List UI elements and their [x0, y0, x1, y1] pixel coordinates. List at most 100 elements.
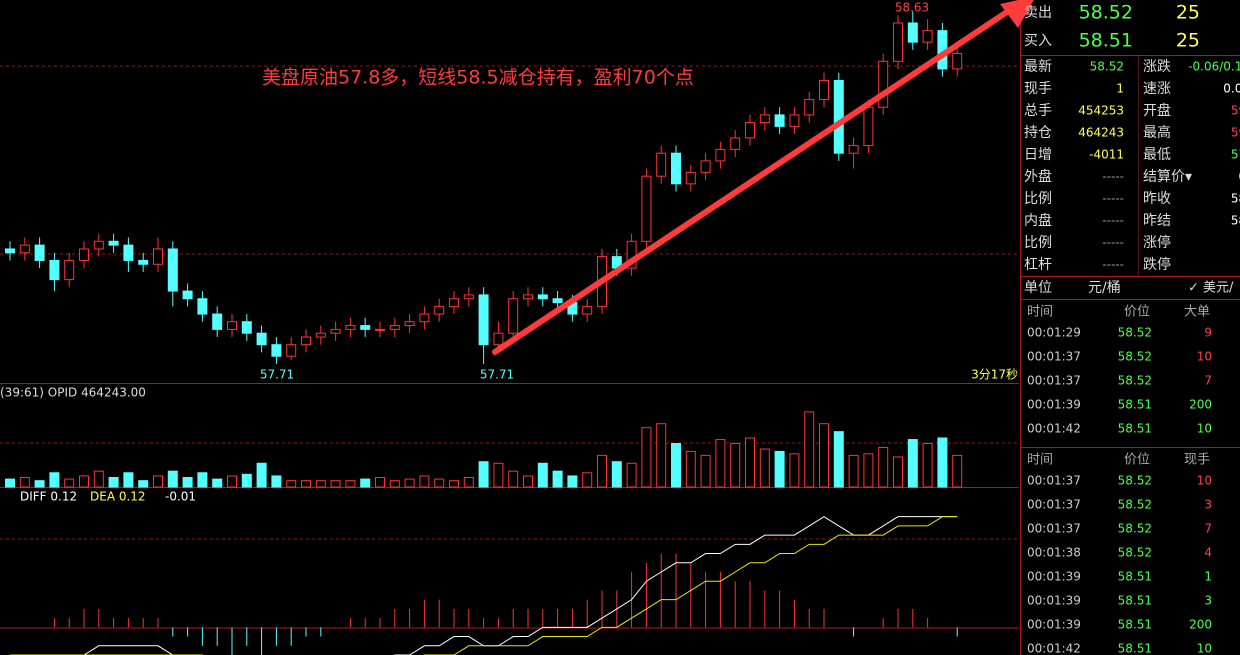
trade-size: 7 [1204, 374, 1212, 388]
volume-bar [478, 461, 489, 488]
row-label: 比例 [1024, 191, 1052, 207]
volume-bar [330, 480, 341, 488]
candle-body [182, 290, 193, 300]
table-header: 价位 [1124, 453, 1150, 468]
candle-body [952, 53, 963, 70]
volume-bar [937, 437, 948, 488]
trade-time: 00:01:37 [1027, 498, 1081, 512]
volume-bar [241, 473, 252, 488]
row-label: 涨停 [1143, 234, 1171, 251]
trade-time: 00:01:39 [1027, 594, 1081, 608]
volume-bar [108, 477, 119, 488]
volume-panel [5, 411, 963, 488]
row-value: ----- [1102, 170, 1124, 184]
quote-label: 买入 [1024, 33, 1052, 49]
row-value: 58. [1231, 192, 1240, 206]
volume-bar [271, 475, 282, 488]
volume-bar [671, 443, 681, 488]
candle-body [907, 22, 918, 43]
volume-bar [389, 480, 400, 488]
row-value: 0.00 [1223, 82, 1240, 96]
volume-bar [819, 423, 829, 488]
candle-body [19, 244, 30, 254]
candle-body [419, 313, 430, 323]
volume-bar [434, 478, 445, 488]
volume-bar [493, 462, 504, 488]
trade-size: 200 [1189, 398, 1212, 412]
annotation: 美盘原油57.8多，短线58.5减仓持有，盈利70个点 [262, 67, 694, 89]
table-header: 时间 [1027, 453, 1053, 468]
candle-body [241, 321, 252, 334]
quote-size: 25 [1176, 30, 1200, 52]
volume-bar [153, 475, 163, 488]
diff-label: DIFF 0.12 [20, 490, 77, 504]
volume-bar [611, 461, 622, 488]
row-label: 最高 [1143, 124, 1171, 141]
candle-body [345, 325, 356, 330]
candle-body [730, 137, 741, 150]
trade-time: 00:01:37 [1027, 474, 1081, 488]
trade-price: 58.51 [1118, 594, 1152, 608]
volume-bar [626, 462, 637, 488]
candle-body [330, 328, 341, 334]
candle-body [537, 294, 548, 300]
trade-size: 3 [1204, 594, 1212, 608]
candle-body [49, 259, 60, 281]
row-value: 58. [1231, 214, 1240, 228]
trade-price: 58.51 [1118, 398, 1152, 412]
volume-bar [463, 477, 474, 488]
volume-bar [301, 480, 311, 488]
trade-price: 58.51 [1118, 422, 1152, 436]
volume-bar [64, 478, 75, 488]
diff-line [10, 516, 958, 655]
arrow-head [1000, 0, 1034, 28]
candle-body [656, 152, 667, 177]
row-label: 内盘 [1024, 212, 1052, 229]
trade-time: 00:01:29 [1027, 326, 1081, 340]
table-header: 价位 [1124, 305, 1150, 320]
row-label: 结算价▾ [1143, 169, 1192, 185]
row-value: 59. [1231, 104, 1240, 118]
trade-size: 10 [1197, 642, 1212, 655]
row-label: 现手 [1024, 81, 1052, 97]
volume-bar [19, 477, 30, 488]
candle-body [804, 99, 815, 116]
candle-body [153, 248, 163, 265]
trade-price: 58.52 [1118, 326, 1152, 340]
volume-bar [552, 470, 563, 488]
volume-bar [745, 437, 755, 488]
volume-bar [375, 477, 385, 488]
volume-bar [893, 456, 903, 488]
row-value: ----- [1102, 236, 1124, 250]
volume-bar [360, 478, 371, 488]
volume-bar [922, 443, 933, 488]
macd-label: -0.01 [165, 490, 196, 504]
row-value: ----- [1102, 192, 1124, 206]
trade-price: 58.51 [1118, 570, 1152, 584]
candle-body [671, 152, 681, 185]
trade-price: 58.52 [1118, 546, 1152, 560]
candle-body [789, 114, 800, 127]
candle-body [552, 298, 563, 304]
row-value: ----- [1102, 214, 1124, 228]
volume-bar [774, 450, 785, 488]
candle-body [523, 294, 533, 300]
row-label: 总手 [1024, 103, 1052, 119]
volume-bar [730, 443, 741, 488]
row-value: 454253 [1078, 104, 1124, 118]
row-label: 开盘 [1143, 102, 1171, 119]
volume-bar [256, 462, 267, 488]
volume-bar [804, 411, 815, 488]
high-label: 58.63 [895, 1, 929, 15]
row-value: 58.52 [1090, 60, 1124, 74]
volume-bar [449, 480, 459, 488]
trade-size: 10 [1197, 474, 1212, 488]
candle-body [360, 325, 371, 330]
row-label: 杠杆 [1024, 257, 1052, 273]
candle-body [745, 122, 755, 139]
volume-bar [907, 439, 918, 488]
macd-panel [10, 516, 958, 655]
row-label: 跌停 [1143, 256, 1171, 273]
